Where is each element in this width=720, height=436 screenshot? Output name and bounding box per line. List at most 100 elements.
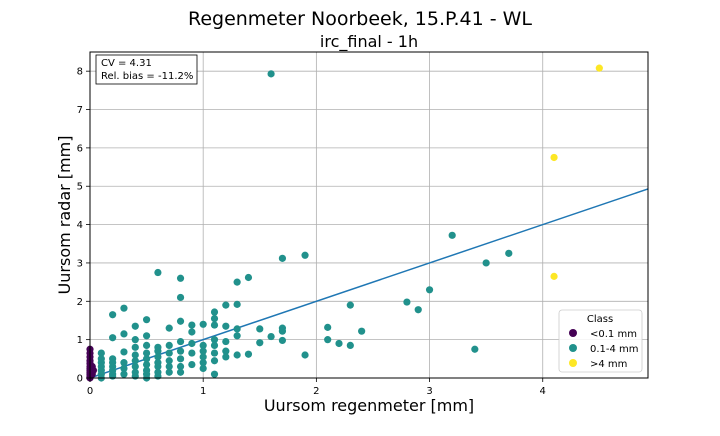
x-tick-label: 1 (200, 386, 206, 397)
data-point (233, 351, 241, 359)
legend-marker-class-0 (569, 329, 577, 337)
data-point (346, 301, 354, 309)
stats-rel-bias: Rel. bias = -11.2% (101, 71, 193, 82)
stats-cv: CV = 4.31 (101, 58, 152, 69)
y-tick-label: 3 (77, 258, 83, 269)
y-tick-label: 4 (77, 220, 83, 231)
y-tick-label: 2 (77, 297, 83, 308)
data-point (199, 359, 207, 367)
data-point (176, 317, 185, 325)
data-point (188, 321, 196, 329)
y-tick-label: 5 (77, 182, 83, 193)
stats-annotation: CV = 4.31 Rel. bias = -11.2% (95, 54, 198, 85)
y-tick-label: 0 (77, 374, 83, 385)
data-point (222, 347, 230, 355)
data-point (482, 259, 490, 267)
data-point (448, 231, 456, 239)
data-point (120, 330, 128, 338)
y-tick-label: 1 (77, 335, 83, 346)
data-point (403, 298, 411, 306)
legend: Class <0.1 mm 0.1-4 mm >4 mm (558, 309, 643, 373)
data-point (199, 341, 207, 349)
data-point (550, 153, 558, 162)
data-point (188, 349, 196, 357)
data-point (210, 370, 219, 378)
data-point (120, 359, 128, 367)
data-point (109, 372, 117, 380)
y-axis-label: Uursom radar [mm] (55, 136, 74, 295)
data-point (176, 293, 185, 302)
data-point (244, 273, 253, 282)
data-point (188, 339, 196, 348)
data-point (233, 332, 241, 340)
data-point (154, 362, 162, 371)
data-point (199, 364, 207, 373)
data-point (154, 353, 162, 361)
plot-frame (89, 51, 649, 379)
data-point (154, 347, 162, 355)
data-point (165, 341, 173, 349)
x-tick-label: 4 (540, 386, 546, 397)
data-point (278, 327, 287, 335)
data-point (210, 308, 219, 316)
y-tick-label: 7 (77, 105, 83, 116)
data-point (120, 304, 128, 312)
data-point (267, 70, 275, 78)
data-point (233, 300, 241, 308)
data-point (199, 347, 207, 355)
legend-title: Class (587, 314, 613, 325)
data-point (301, 251, 309, 259)
data-point (222, 301, 230, 309)
data-point (89, 366, 97, 374)
data-point (142, 332, 151, 340)
data-point (505, 249, 513, 257)
data-point (176, 355, 185, 363)
data-point (120, 364, 128, 373)
data-point (131, 322, 139, 330)
data-point (109, 311, 117, 319)
data-point (301, 351, 309, 359)
data-point (278, 336, 287, 345)
data-point (210, 314, 219, 323)
data-point (176, 368, 185, 376)
data-point (595, 64, 603, 72)
regression-line (89, 188, 649, 379)
data-point (109, 334, 117, 342)
data-point (346, 341, 354, 349)
data-point (131, 336, 139, 344)
data-point (131, 343, 139, 351)
legend-label-class-1: 0.1-4 mm (590, 344, 639, 355)
data-point (222, 322, 230, 330)
stats-box (95, 54, 198, 85)
data-point (244, 350, 253, 358)
data-point (165, 357, 173, 365)
data-point (142, 355, 151, 363)
data-point (142, 341, 151, 349)
data-point (165, 362, 173, 371)
data-point (335, 339, 343, 348)
data-point (358, 327, 366, 335)
legend-marker-class-1 (569, 344, 577, 352)
x-tick-label: 0 (87, 386, 93, 397)
data-point (131, 351, 139, 359)
data-point (142, 360, 151, 369)
data-point (222, 337, 230, 346)
data-point (165, 368, 173, 376)
data-point (176, 274, 185, 282)
x-tick-label: 3 (426, 386, 432, 397)
data-point (324, 336, 332, 344)
data-point (120, 348, 128, 356)
data-point (165, 324, 173, 332)
legend-label-class-2: >4 mm (590, 359, 627, 370)
data-point (222, 353, 230, 361)
data-point (210, 349, 219, 357)
data-point (165, 349, 173, 357)
data-point (176, 362, 185, 371)
data-point (120, 370, 128, 378)
data-point (233, 278, 241, 286)
legend-marker-class-2 (569, 359, 577, 367)
data-point (256, 325, 264, 333)
chart-title: Regenmeter Noorbeek, 15.P.41 - WL (188, 8, 532, 30)
data-point (210, 336, 219, 344)
